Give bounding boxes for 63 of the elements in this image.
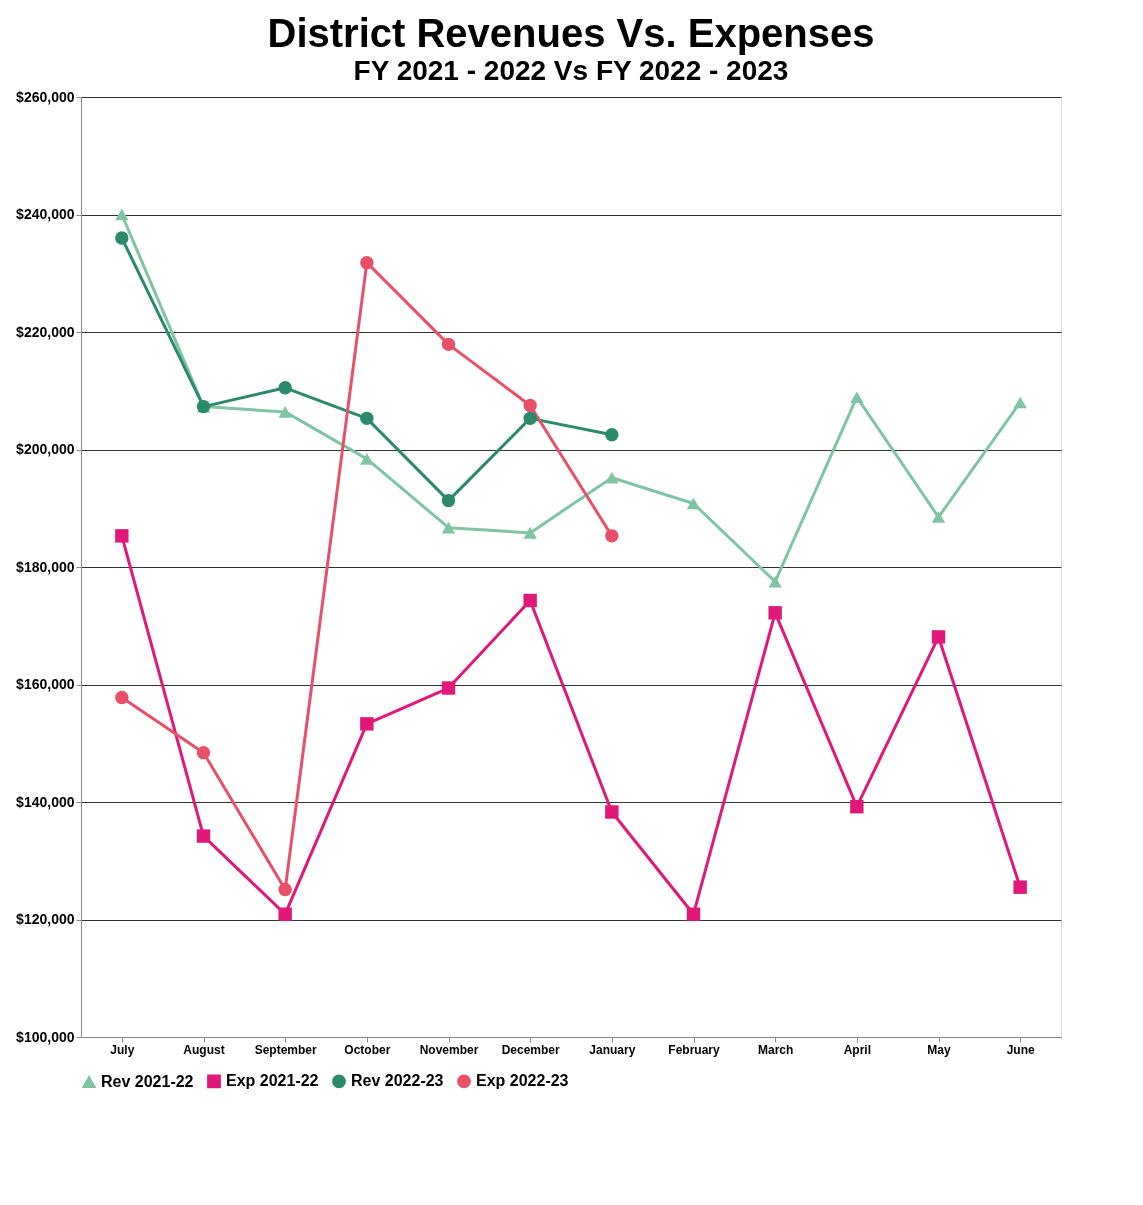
point [278,907,292,921]
y-tick-label: $240,000 [16,206,75,222]
point [686,497,701,510]
y-tick-label: $220,000 [16,323,75,340]
point [931,511,946,523]
x-tick-label: October [344,1042,391,1057]
point [850,799,864,814]
chart-title: District Revenues Vs. Expenses [267,11,875,55]
point [605,529,619,543]
legend-label: Rev 2021-22 [101,1072,194,1090]
point [278,406,292,418]
point [523,527,537,539]
x-tick-label: May [927,1042,951,1057]
y-tick-label: $260,000 [16,88,75,105]
x-tick-label: July [110,1042,135,1057]
y-tick-label: $120,000 [16,911,75,927]
point [605,471,619,484]
x-tick-label: December [501,1042,561,1057]
point [115,690,129,705]
point [441,493,456,508]
legend-label: Rev 2022-23 [351,1072,444,1090]
point [1013,396,1027,409]
point [523,398,537,413]
x-tick-label: November [419,1042,479,1057]
y-tick-label: $100,000 [16,1028,75,1045]
point [850,391,864,404]
point [441,681,456,695]
point [768,606,782,620]
point [196,745,211,760]
point [768,575,782,588]
point [360,255,374,270]
point [115,529,129,543]
point [115,231,129,245]
point [605,805,619,819]
point [278,381,292,395]
chart-subtitle: FY 2021 - 2022 Vs FY 2022 - 2023 [353,55,789,86]
point [1013,880,1027,894]
point [278,882,292,897]
point [931,630,946,644]
point [196,829,211,843]
x-tick-label: August [183,1042,225,1057]
point [605,428,619,442]
point [686,907,701,921]
x-tick-label: January [589,1042,636,1057]
point [360,717,374,731]
x-tick-label: April [843,1042,872,1057]
legend-label: Exp 2022-23 [476,1072,569,1090]
legend-label: Exp 2021-22 [226,1072,319,1090]
point [441,521,456,534]
y-tick-label: $180,000 [16,558,75,575]
y-tick-label: $140,000 [16,793,75,810]
point [360,453,374,465]
y-tick-label: $200,000 [16,441,75,457]
x-tick-label: June [1006,1042,1035,1057]
x-tick-label: September [254,1042,317,1057]
x-tick-label: March [757,1042,794,1057]
point [441,337,456,352]
point [360,411,374,426]
y-tick-label: $160,000 [16,676,75,692]
point [523,411,537,426]
point [523,593,537,608]
point [115,208,129,221]
x-tick-label: February [668,1042,720,1057]
